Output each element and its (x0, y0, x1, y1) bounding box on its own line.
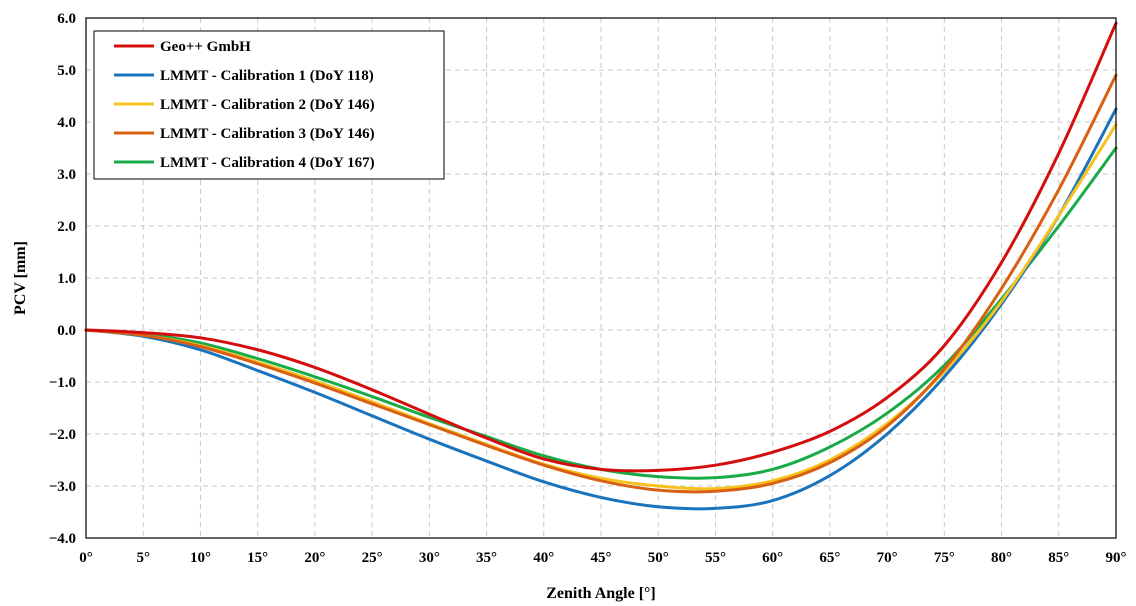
y-tick-label: −4.0 (49, 531, 76, 547)
legend-label: LMMT - Calibration 1 (DoY 118) (160, 68, 374, 84)
y-tick-label: 4.0 (57, 115, 76, 131)
x-axis-title: Zenith Angle [°] (546, 585, 656, 602)
legend-label: LMMT - Calibration 4 (DoY 167) (160, 155, 375, 171)
x-tick-label: 90° (1106, 550, 1127, 566)
x-tick-labels: 0° 5° 10° 15° 20° 25° 30° 35° 40° 45° 50° 55° 60° 65°… (79, 550, 1126, 566)
x-tick-label: 30° (419, 550, 440, 566)
y-tick-label: 3.0 (57, 167, 76, 183)
x-tick-label: 80° (991, 550, 1012, 566)
y-tick-label: 6.0 (57, 11, 76, 27)
legend-label: LMMT - Calibration 3 (DoY 146) (160, 126, 375, 142)
x-tick-label: 45° (591, 550, 612, 566)
y-tick-label: 1.0 (57, 271, 76, 287)
series-line-1 (84, 21, 1118, 473)
y-tick-label: 5.0 (57, 63, 76, 79)
plot-area-border (85, 17, 1117, 539)
x-tick-label: 50° (648, 550, 669, 566)
series-lines (84, 21, 1118, 511)
series-line-2 (84, 107, 1118, 511)
x-tick-label: 5° (136, 550, 150, 566)
y-tick-label: −1.0 (49, 375, 76, 391)
x-tick-label: 10° (190, 550, 211, 566)
legend: Geo++ GmbH LMMT - Calibration 1 (DoY 118)… (93, 30, 445, 180)
series-line-3 (84, 123, 1118, 491)
x-tick-label: 60° (762, 550, 783, 566)
x-tick-label: 15° (247, 550, 268, 566)
series-line-5 (84, 146, 1118, 480)
legend-label: Geo++ GmbH (160, 39, 251, 55)
y-tick-labels: −4.0 −3.0 −2.0 −1.0 0.0 1.0 2.0 3.0 4.0 5.0 6.0 (49, 11, 76, 547)
x-tick-label: 65° (819, 550, 840, 566)
x-tick-label: 40° (533, 550, 554, 566)
y-tick-label: −2.0 (49, 427, 76, 443)
series-line-4 (84, 73, 1118, 494)
y-axis-title: PCV [mm] (12, 241, 29, 315)
x-tick-label: 25° (362, 550, 383, 566)
x-tick-label: 0° (79, 550, 93, 566)
x-tick-label: 75° (934, 550, 955, 566)
y-tick-label: 2.0 (57, 219, 76, 235)
x-tick-label: 55° (705, 550, 726, 566)
x-tick-label: 70° (877, 550, 898, 566)
x-tick-label: 20° (304, 550, 325, 566)
x-tick-label: 85° (1048, 550, 1069, 566)
y-tick-label: −3.0 (49, 479, 76, 495)
legend-label: LMMT - Calibration 2 (DoY 146) (160, 97, 375, 113)
y-tick-label: 0.0 (57, 323, 76, 339)
x-tick-label: 35° (476, 550, 497, 566)
